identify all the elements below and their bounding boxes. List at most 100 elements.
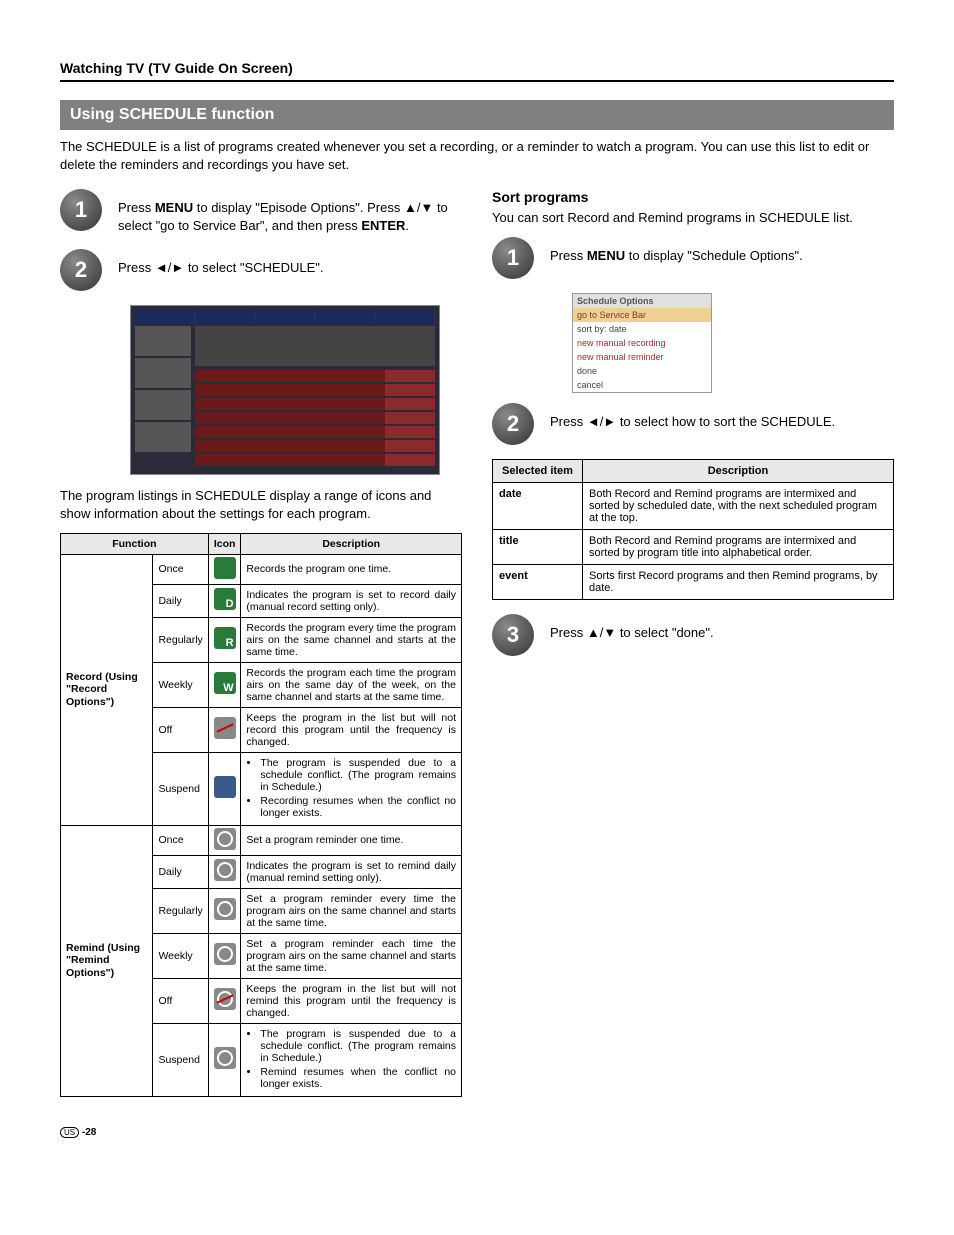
- text: Press: [550, 414, 587, 429]
- table-row: title Both Record and Remind programs ar…: [493, 529, 894, 564]
- arrow-up-down-icon: ▲/▼: [404, 200, 433, 215]
- row-label: Daily: [153, 584, 208, 617]
- step-number: 2: [492, 403, 534, 445]
- row-label: Regularly: [153, 617, 208, 662]
- remind-regularly-icon: [214, 898, 236, 920]
- remind-off-icon: [214, 988, 236, 1010]
- row-label: Suspend: [153, 752, 208, 825]
- icon-cell: [208, 707, 241, 752]
- col-description: Description: [241, 533, 462, 554]
- enter-key: ENTER: [361, 218, 405, 233]
- menu-key: MENU: [587, 248, 625, 263]
- arrow-left-right-icon: ◄/►: [587, 414, 616, 429]
- icon-cell: [208, 855, 241, 888]
- bullet: Recording resumes when the conflict no l…: [260, 795, 456, 819]
- record-daily-icon: D: [214, 588, 236, 610]
- sort-desc: Both Record and Remind programs are inte…: [583, 482, 894, 529]
- section-header: Watching TV (TV Guide On Screen): [60, 60, 894, 82]
- sort-heading: Sort programs: [492, 189, 894, 205]
- row-desc: Keeps the program in the list but will n…: [241, 978, 462, 1023]
- icon-cell: [208, 1023, 241, 1096]
- step-text: Press MENU to display "Episode Options".…: [118, 189, 462, 235]
- icon-cell: [208, 933, 241, 978]
- page-footer: US -28: [60, 1127, 894, 1138]
- bullet: Remind resumes when the conflict no long…: [260, 1066, 456, 1090]
- text: to select "done".: [616, 625, 713, 640]
- menu-key: MENU: [155, 200, 193, 215]
- sort-key: event: [493, 564, 583, 599]
- remind-weekly-icon: [214, 943, 236, 965]
- row-label: Weekly: [153, 662, 208, 707]
- arrow-left-right-icon: ◄/►: [155, 260, 184, 275]
- col-selected: Selected item: [493, 459, 583, 482]
- row-desc: Records the program one time.: [241, 554, 462, 584]
- step-text: Press ▲/▼ to select "done".: [550, 614, 714, 642]
- menu-item: go to Service Bar: [573, 308, 711, 322]
- menu-item: new manual recording: [573, 336, 711, 350]
- text: Press: [550, 248, 587, 263]
- row-desc: Indicates the program is set to remind d…: [241, 855, 462, 888]
- row-desc: Set a program reminder each time the pro…: [241, 933, 462, 978]
- schedule-options-menu: Schedule Options go to Service Bar sort …: [572, 293, 712, 393]
- letter: R: [226, 637, 234, 649]
- step-1: 1 Press MENU to display "Episode Options…: [60, 189, 462, 235]
- icon-cell: [208, 752, 241, 825]
- text: to select how to sort the SCHEDULE.: [616, 414, 835, 429]
- row-desc: The program is suspended due to a schedu…: [241, 1023, 462, 1096]
- menu-item: sort by: date: [573, 322, 711, 336]
- col-function: Function: [61, 533, 209, 554]
- row-desc: Keeps the program in the list but will n…: [241, 707, 462, 752]
- sort-key: title: [493, 529, 583, 564]
- group-record: Record (Using "Record Options"): [61, 554, 153, 825]
- letter: W: [223, 682, 233, 694]
- record-once-icon: [214, 557, 236, 579]
- sort-intro: You can sort Record and Remind programs …: [492, 209, 894, 227]
- table-row: Remind (Using "Remind Options") Once Set…: [61, 825, 462, 855]
- text: Press: [118, 260, 155, 275]
- record-weekly-icon: W: [214, 672, 236, 694]
- listings-paragraph: The program listings in SCHEDULE display…: [60, 487, 462, 522]
- row-label: Off: [153, 978, 208, 1023]
- record-suspend-icon: [214, 776, 236, 798]
- step-2: 2 Press ◄/► to select "SCHEDULE".: [60, 249, 462, 291]
- row-desc: Set a program reminder every time the pr…: [241, 888, 462, 933]
- bullet: The program is suspended due to a schedu…: [260, 757, 456, 793]
- row-label: Off: [153, 707, 208, 752]
- icon-cell: W: [208, 662, 241, 707]
- sort-table: Selected item Description date Both Reco…: [492, 459, 894, 600]
- row-desc: Records the program every time the progr…: [241, 617, 462, 662]
- letter: D: [226, 598, 234, 610]
- row-desc: The program is suspended due to a schedu…: [241, 752, 462, 825]
- table-row: Record (Using "Record Options") Once Rec…: [61, 554, 462, 584]
- step-2-right: 2 Press ◄/► to select how to sort the SC…: [492, 403, 894, 445]
- menu-item: cancel: [573, 378, 711, 392]
- row-label: Regularly: [153, 888, 208, 933]
- step-number: 3: [492, 614, 534, 656]
- left-column: 1 Press MENU to display "Episode Options…: [60, 189, 462, 1096]
- row-desc: Set a program reminder one time.: [241, 825, 462, 855]
- sort-desc: Sorts first Record programs and then Rem…: [583, 564, 894, 599]
- step-number: 1: [60, 189, 102, 231]
- remind-suspend-icon: [214, 1047, 236, 1069]
- step-1-right: 1 Press MENU to display "Schedule Option…: [492, 237, 894, 279]
- text: .: [405, 218, 409, 233]
- step-text: Press MENU to display "Schedule Options"…: [550, 237, 803, 265]
- col-description: Description: [583, 459, 894, 482]
- step-number: 1: [492, 237, 534, 279]
- table-row: event Sorts first Record programs and th…: [493, 564, 894, 599]
- arrow-up-down-icon: ▲/▼: [587, 625, 616, 640]
- schedule-screenshot: [130, 305, 440, 475]
- icon-cell: [208, 554, 241, 584]
- menu-item: new manual reminder: [573, 350, 711, 364]
- sort-desc: Both Record and Remind programs are inte…: [583, 529, 894, 564]
- row-desc: Indicates the program is set to record d…: [241, 584, 462, 617]
- row-desc: Records the program each time the progra…: [241, 662, 462, 707]
- icon-cell: [208, 888, 241, 933]
- row-label: Weekly: [153, 933, 208, 978]
- icon-cell: [208, 825, 241, 855]
- icon-cell: R: [208, 617, 241, 662]
- text: to display "Schedule Options".: [625, 248, 803, 263]
- record-off-icon: [214, 717, 236, 739]
- row-label: Suspend: [153, 1023, 208, 1096]
- group-remind: Remind (Using "Remind Options"): [61, 825, 153, 1096]
